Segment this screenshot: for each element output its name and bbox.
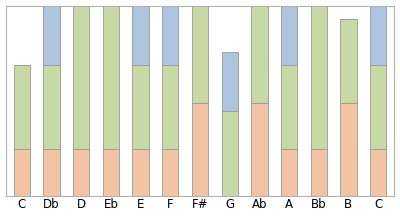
Bar bbox=[370, 149, 386, 196]
Bar bbox=[281, 65, 297, 149]
Bar bbox=[14, 149, 30, 196]
Bar bbox=[162, 149, 178, 196]
Bar bbox=[44, 149, 60, 196]
Bar bbox=[340, 19, 356, 103]
Bar bbox=[192, 103, 208, 196]
Bar bbox=[251, 0, 268, 103]
Bar bbox=[44, 5, 60, 65]
Bar bbox=[222, 111, 238, 196]
Bar bbox=[310, 149, 327, 196]
Bar bbox=[310, 0, 327, 149]
Bar bbox=[162, 0, 178, 65]
Bar bbox=[73, 0, 90, 149]
Bar bbox=[103, 149, 119, 196]
Bar bbox=[251, 103, 268, 196]
Bar bbox=[370, 65, 386, 149]
Bar bbox=[103, 0, 119, 149]
Bar bbox=[370, 0, 386, 65]
Bar bbox=[132, 65, 149, 149]
Bar bbox=[192, 0, 208, 103]
Bar bbox=[132, 5, 149, 65]
Bar bbox=[281, 149, 297, 196]
Bar bbox=[44, 65, 60, 149]
Bar bbox=[340, 103, 356, 196]
Bar bbox=[222, 52, 238, 111]
Bar bbox=[14, 65, 30, 149]
Bar bbox=[132, 149, 149, 196]
Bar bbox=[162, 65, 178, 149]
Bar bbox=[73, 149, 90, 196]
Bar bbox=[281, 0, 297, 65]
